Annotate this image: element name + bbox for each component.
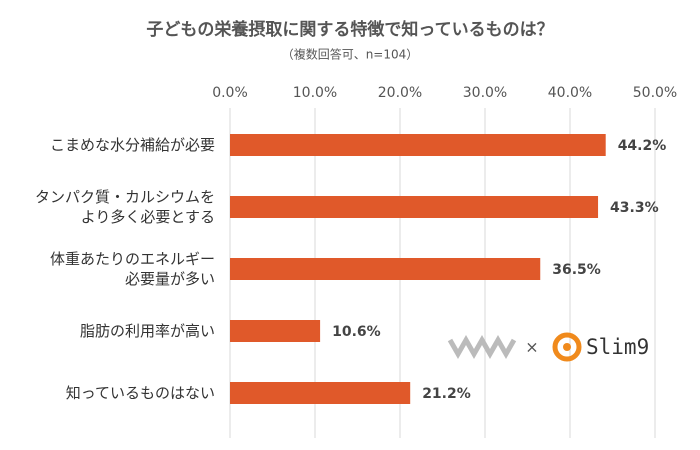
logo-separator: × [525, 338, 538, 357]
value-label: 43.3% [610, 200, 659, 216]
x-tick-label: 10.0% [293, 85, 337, 101]
category-label: 脂肪の利用率が高い [79, 322, 215, 340]
chart-subtitle: （複数回答可、n=104） [282, 47, 419, 62]
logo-left [447, 334, 517, 360]
bar [230, 134, 606, 156]
logo-icon [552, 332, 582, 362]
x-tick-label: 30.0% [463, 85, 507, 101]
logo-icon-dot [563, 343, 571, 351]
bar [230, 320, 321, 342]
value-label: 21.2% [422, 386, 471, 402]
category-label: 体重あたりのエネルギー 必要量が多い [49, 250, 215, 288]
value-label: 44.2% [618, 138, 667, 154]
bar [230, 196, 599, 218]
x-tick-label: 20.0% [378, 85, 422, 101]
x-tick-label: 0.0% [212, 85, 248, 101]
bar [230, 382, 411, 404]
bar [230, 258, 541, 280]
logo-brand: Slim9 [586, 335, 649, 359]
chart-title: 子どもの栄養摂取に関する特徴で知っているものは？ [146, 19, 553, 40]
category-label: こまめな水分補給が必要 [49, 136, 215, 154]
category-label: 知っているものはない [65, 384, 215, 402]
value-label: 10.6% [332, 324, 381, 340]
x-tick-label: 50.0% [633, 85, 677, 101]
category-label: タンパク質・カルシウムを より多く必要とする [34, 188, 215, 226]
value-label: 36.5% [552, 262, 601, 278]
x-tick-label: 40.0% [548, 85, 592, 101]
